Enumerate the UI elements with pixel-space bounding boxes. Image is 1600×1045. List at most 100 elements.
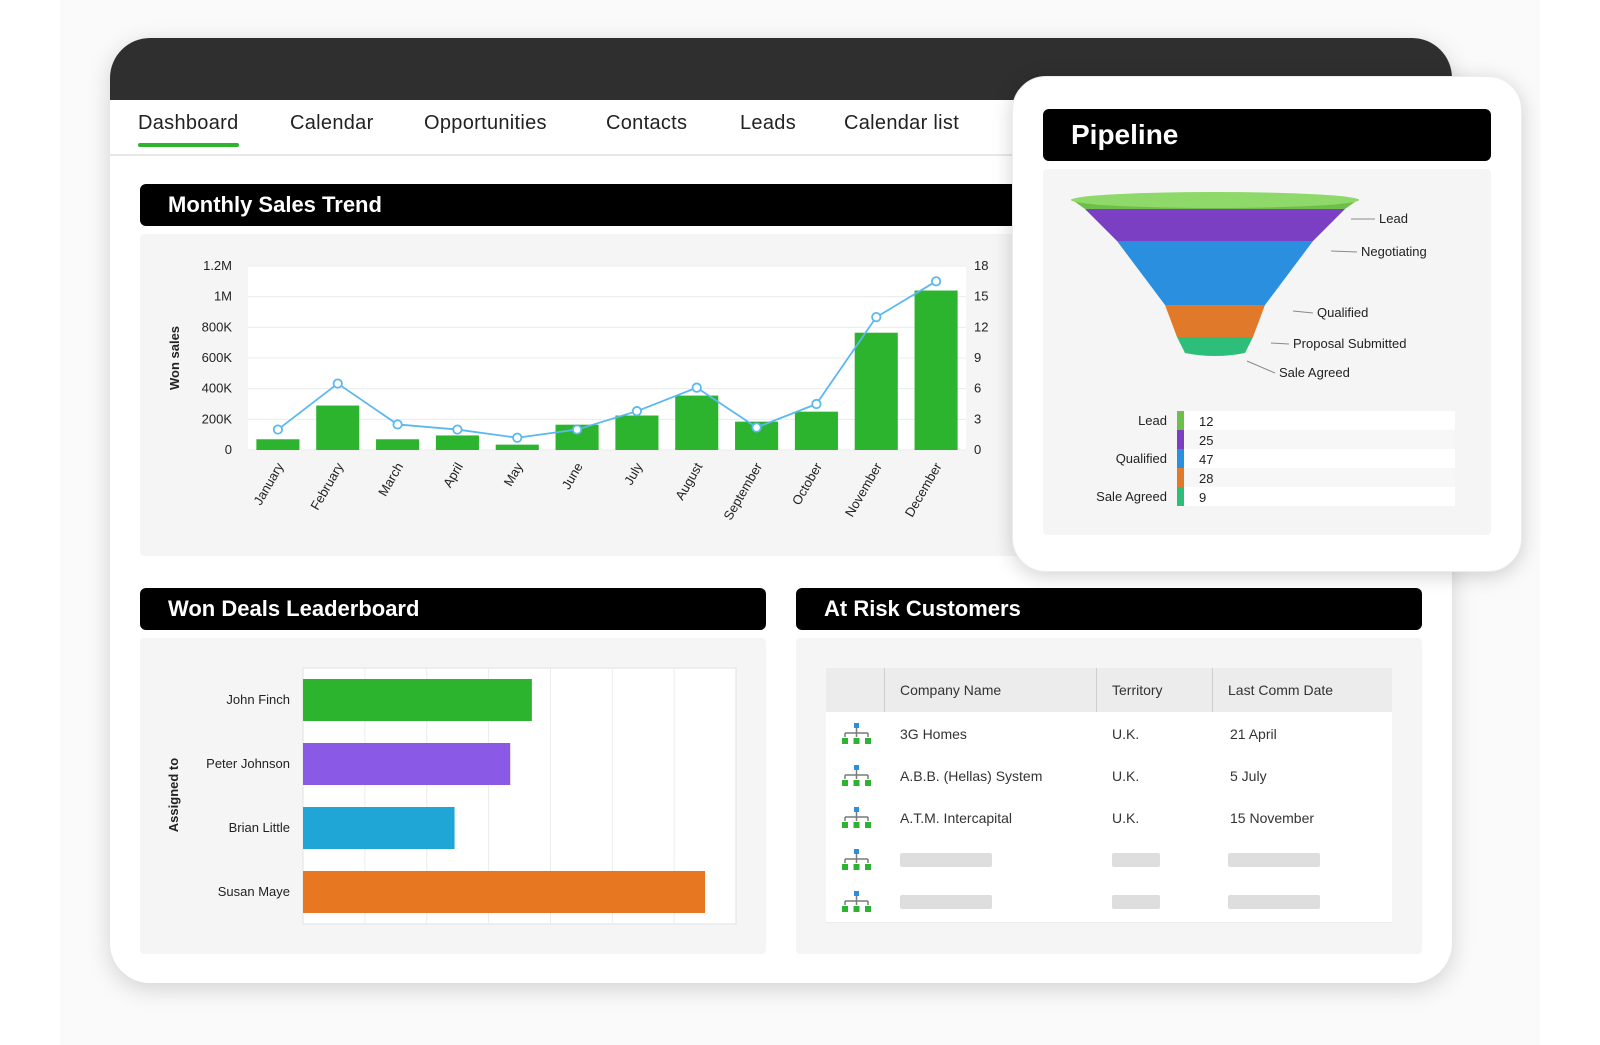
tab-contacts[interactable]: Contacts (606, 112, 688, 134)
cell-company-name: A.B.B. (Hellas) System (900, 768, 1043, 784)
y-axis-label: Won sales (167, 326, 182, 390)
y-tick-label: 1M (214, 289, 232, 304)
bar-march[interactable] (376, 439, 420, 450)
funnel-stage-sale-agreed[interactable] (1177, 337, 1253, 356)
line-point-february[interactable] (332, 378, 343, 389)
leader-line (1330, 250, 1358, 253)
y2-tick-label: 3 (974, 411, 981, 426)
org-chart-icon[interactable] (840, 848, 872, 872)
tab-opportunities[interactable]: Opportunities (424, 112, 547, 134)
bar-may[interactable] (495, 444, 539, 450)
bar-october[interactable] (794, 411, 838, 450)
cell-last-comm-date: 5 July (1230, 768, 1267, 784)
funnel-label: Lead (1379, 211, 1408, 226)
line-point-may[interactable] (512, 432, 523, 443)
y-tick-label: 1.2M (203, 258, 232, 273)
table-row-bg (1183, 449, 1455, 468)
monthly-sales-trend-header: Monthly Sales Trend (140, 184, 1040, 226)
stage-label: Qualified (1116, 451, 1167, 466)
org-chart-icon[interactable] (840, 722, 872, 746)
cell-company-name: 3G Homes (900, 726, 967, 742)
funnel-label: Negotiating (1361, 244, 1427, 259)
bar-peter-johnson[interactable] (303, 743, 511, 785)
tab-calendar-list[interactable]: Calendar list (844, 112, 960, 134)
table-row-bg (1183, 468, 1455, 487)
x-tick-label: September (720, 459, 765, 522)
bar-february[interactable] (316, 405, 360, 450)
leaderboard-panel: Assigned to John Finch Peter Johnson Brian… (140, 638, 766, 954)
funnel-stage-negotiating[interactable] (1085, 209, 1345, 244)
bar-august[interactable] (675, 395, 719, 450)
pipeline-card: Pipeline Lead Negotiating Qualified Proposa… (1012, 76, 1522, 572)
table-row[interactable]: 3G Homes U.K. 21 April (826, 712, 1392, 755)
y-tick-label: 200K (202, 411, 233, 426)
table-row[interactable] (826, 880, 1392, 923)
tab-calendar[interactable]: Calendar (290, 112, 374, 134)
category-label: Peter Johnson (206, 756, 290, 771)
table-row-bg (1183, 487, 1455, 506)
funnel-stage-proposal-submitted[interactable] (1165, 305, 1265, 340)
line-point-october[interactable] (811, 398, 822, 410)
monthly-sales-trend-chart: Won sales 0 200K 400K 600K 800K 1M 1.2M 0 3 6 9 12… (167, 258, 988, 523)
cell-territory: U.K. (1112, 726, 1140, 742)
x-tick-label: June (559, 460, 586, 492)
bar-january[interactable] (256, 439, 300, 450)
bar-april[interactable] (435, 435, 479, 450)
cell-territory: U.K. (1112, 810, 1140, 826)
bar-susan-maye[interactable] (303, 871, 706, 913)
x-tick-label: October (789, 459, 825, 507)
tab-leads[interactable]: Leads (740, 112, 796, 134)
table-row[interactable] (826, 838, 1392, 881)
funnel-stage-qualified[interactable] (1117, 241, 1313, 308)
bar-john-finch[interactable] (303, 679, 532, 721)
bar-july[interactable] (615, 415, 659, 451)
header-territory[interactable]: Territory (1112, 682, 1163, 698)
org-chart-icon[interactable] (840, 890, 872, 914)
bar-november[interactable] (854, 332, 898, 450)
table-row-bg (1183, 411, 1455, 430)
placeholder-bar (1228, 895, 1320, 909)
x-tick-label: July (621, 460, 646, 488)
line-point-april[interactable] (452, 424, 463, 435)
category-label: John Finch (226, 692, 290, 707)
tab-bar: Dashboard Calendar Opportunities Contact… (110, 100, 1452, 156)
line-point-march[interactable] (392, 419, 403, 430)
table-row[interactable]: A.T.M. Intercapital U.K. 15 November (826, 796, 1392, 839)
y2-tick-label: 15 (974, 289, 988, 304)
x-tick-label: August (672, 460, 705, 503)
stage-color-swatch (1177, 468, 1184, 487)
line-point-november[interactable] (871, 312, 882, 323)
org-chart-icon[interactable] (840, 806, 872, 830)
funnel-top-rim (1071, 192, 1359, 208)
line-point-july[interactable] (631, 406, 643, 417)
stage-label: Sale Agreed (1096, 489, 1167, 504)
stage-color-swatch (1177, 449, 1184, 468)
y2-tick-label: 9 (974, 350, 981, 365)
tab-dashboard[interactable]: Dashboard (138, 112, 239, 147)
leader-line (1270, 342, 1290, 345)
cell-company-name: A.T.M. Intercapital (900, 810, 1013, 826)
line-point-january[interactable] (272, 424, 284, 435)
pipeline-funnel-chart: Lead Negotiating Qualified Proposal Submitt… (1071, 192, 1455, 506)
table-row[interactable]: A.B.B. (Hellas) System U.K. 5 July (826, 754, 1392, 797)
pipeline-panel: Lead Negotiating Qualified Proposal Submitt… (1043, 169, 1491, 535)
placeholder-bar (1112, 895, 1160, 909)
bar-brian-little[interactable] (303, 807, 455, 849)
y-axis-label: Assigned to (166, 758, 181, 832)
y2-tick-label: 18 (974, 258, 988, 273)
stage-color-swatch (1177, 487, 1184, 506)
placeholder-bar (1112, 853, 1160, 867)
org-chart-icon[interactable] (840, 764, 872, 788)
header-last-comm-date[interactable]: Last Comm Date (1228, 682, 1334, 698)
x-tick-label: February (307, 460, 346, 513)
y-tick-label: 400K (202, 381, 233, 396)
line-point-august[interactable] (691, 382, 702, 393)
line-point-september[interactable] (751, 422, 762, 433)
bar-december[interactable] (914, 290, 958, 450)
stage-color-swatch (1177, 430, 1184, 449)
leader-line (1292, 310, 1314, 314)
line-point-december[interactable] (930, 276, 942, 287)
x-tick-label: March (375, 460, 406, 499)
header-company-name[interactable]: Company Name (900, 682, 1002, 698)
line-point-june[interactable] (571, 424, 583, 435)
